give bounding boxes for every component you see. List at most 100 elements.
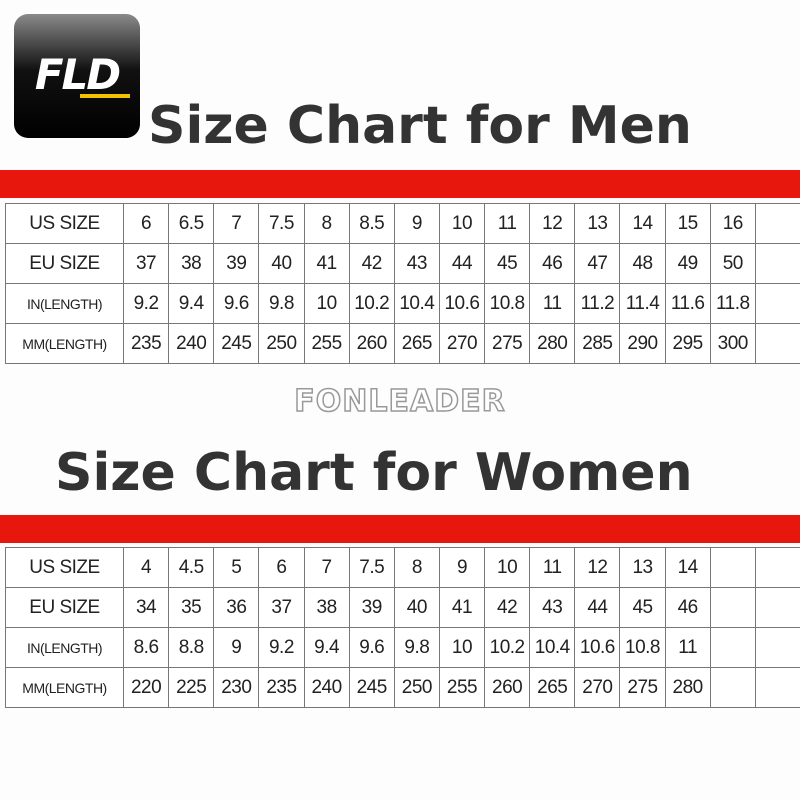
size-cell: 280: [664, 667, 711, 708]
size-cell: 11: [484, 203, 531, 244]
size-cell: 38: [168, 243, 215, 284]
size-cell: 50: [709, 243, 756, 284]
size-cell: 9: [393, 203, 440, 244]
size-cell: 43: [393, 243, 440, 284]
size-cell: 40: [393, 587, 440, 628]
empty-cell: [754, 203, 800, 244]
size-cell: 245: [348, 667, 395, 708]
size-cell: 44: [574, 587, 621, 628]
red-bar: [0, 515, 800, 543]
row-label: EU SIZE: [5, 587, 124, 628]
size-cell: 9.2: [123, 283, 170, 324]
size-cell: 6: [123, 203, 170, 244]
size-cell: 260: [484, 667, 531, 708]
size-cell: 4: [123, 547, 170, 588]
size-cell: 11: [529, 283, 576, 324]
size-cell: 4.5: [168, 547, 215, 588]
size-cell: 39: [348, 587, 395, 628]
size-cell: 10: [303, 283, 350, 324]
size-cell: 9.4: [168, 283, 215, 324]
size-cell: 265: [393, 323, 440, 364]
size-cell: 280: [529, 323, 576, 364]
size-cell: 6: [258, 547, 305, 588]
size-cell: 7.5: [348, 547, 395, 588]
size-cell: 37: [123, 243, 170, 284]
empty-cell: [754, 323, 800, 364]
size-cell: 36: [213, 587, 260, 628]
size-cell: 10.2: [484, 627, 531, 668]
women-title: Size Chart for Women: [55, 443, 693, 503]
size-cell: 255: [438, 667, 486, 708]
logo-arrow: [80, 94, 130, 98]
size-cell: 14: [619, 203, 666, 244]
size-cell: 39: [213, 243, 260, 284]
size-cell: 42: [348, 243, 395, 284]
size-cell: 15: [664, 203, 711, 244]
size-cell: 250: [258, 323, 305, 364]
size-cell: 47: [574, 243, 621, 284]
size-cell: 265: [529, 667, 576, 708]
size-cell: 44: [438, 243, 486, 284]
size-cell: 240: [303, 667, 350, 708]
size-cell: 7.5: [258, 203, 305, 244]
size-cell: 11.2: [574, 283, 621, 324]
size-cell: 290: [619, 323, 666, 364]
watermark: FONLEADER: [294, 383, 506, 420]
size-cell: 9.8: [258, 283, 305, 324]
size-cell: 295: [664, 323, 711, 364]
size-cell: 41: [438, 587, 486, 628]
size-cell: 10.8: [484, 283, 531, 324]
size-cell: 8: [303, 203, 350, 244]
size-cell: 240: [168, 323, 215, 364]
size-cell: 5: [213, 547, 260, 588]
size-cell: 300: [709, 323, 756, 364]
empty-cell: [754, 587, 800, 628]
size-cell: 46: [664, 587, 711, 628]
empty-cell: [754, 243, 800, 284]
size-cell: 270: [574, 667, 621, 708]
size-cell: 245: [213, 323, 260, 364]
size-cell: 275: [619, 667, 666, 708]
size-cell: 42: [484, 587, 531, 628]
size-cell: 9: [438, 547, 486, 588]
size-cell: 230: [213, 667, 260, 708]
size-cell: 250: [393, 667, 440, 708]
row-label: IN(LENGTH): [5, 627, 124, 668]
size-cell: 11.6: [664, 283, 711, 324]
size-cell: 10.4: [529, 627, 576, 668]
size-cell: 10: [438, 627, 486, 668]
row-label: MM(LENGTH): [5, 323, 124, 364]
empty-cell: [709, 627, 756, 668]
size-cell: 34: [123, 587, 170, 628]
size-cell: 260: [348, 323, 395, 364]
size-cell: 46: [529, 243, 576, 284]
size-cell: 6.5: [168, 203, 215, 244]
empty-cell: [754, 627, 800, 668]
size-cell: 11.4: [619, 283, 666, 324]
size-cell: 220: [123, 667, 170, 708]
empty-cell: [709, 547, 756, 588]
size-cell: 10.8: [619, 627, 666, 668]
size-cell: 9.8: [393, 627, 440, 668]
size-cell: 14: [664, 547, 711, 588]
size-cell: 11.8: [709, 283, 756, 324]
size-cell: 275: [484, 323, 531, 364]
size-cell: 49: [664, 243, 711, 284]
size-cell: 12: [529, 203, 576, 244]
size-cell: 35: [168, 587, 215, 628]
row-label: US SIZE: [5, 203, 124, 244]
logo-text: FLD: [34, 50, 121, 99]
size-cell: 235: [123, 323, 170, 364]
size-cell: 225: [168, 667, 215, 708]
size-cell: 37: [258, 587, 305, 628]
size-cell: 9: [213, 627, 260, 668]
size-cell: 270: [438, 323, 486, 364]
size-cell: 48: [619, 243, 666, 284]
size-cell: 8.5: [348, 203, 395, 244]
size-cell: 11: [529, 547, 576, 588]
red-bar: [0, 170, 800, 198]
empty-cell: [709, 587, 756, 628]
size-cell: 45: [484, 243, 531, 284]
size-cell: 45: [619, 587, 666, 628]
